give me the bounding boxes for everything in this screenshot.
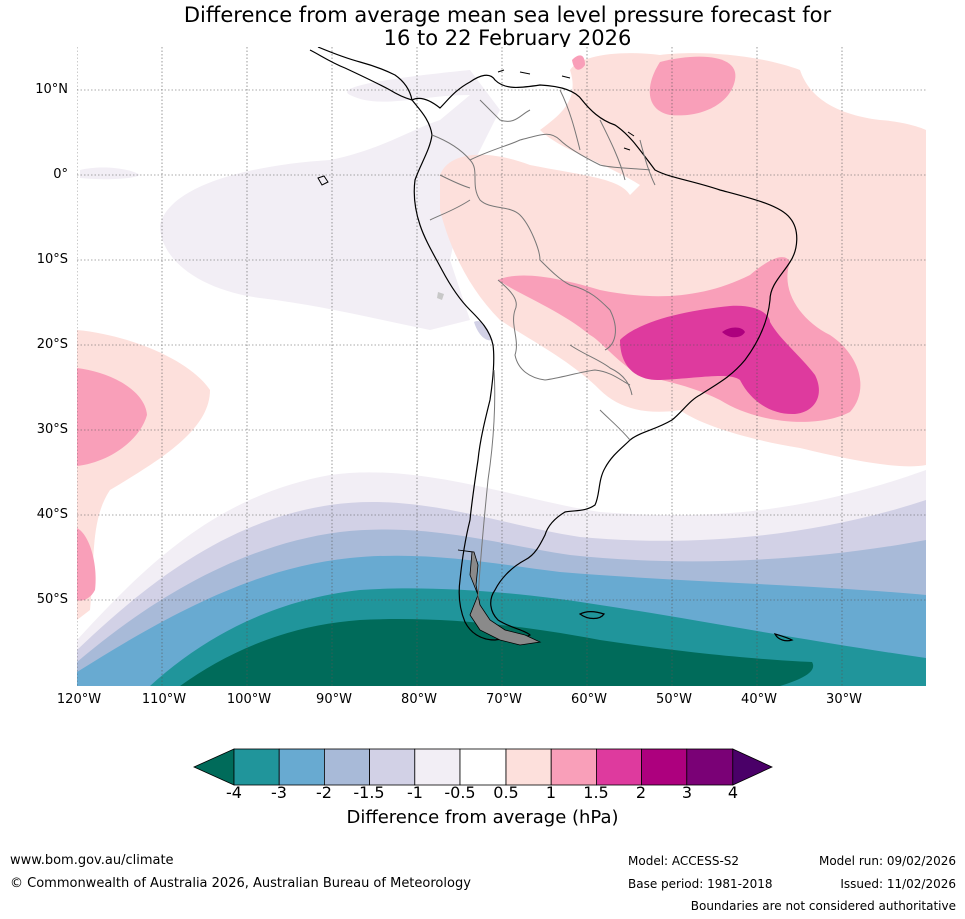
colorbar-swatch-minus1-minus0.5 [414, 748, 461, 786]
colorbar-swatch-minus4-minus3 [233, 748, 280, 786]
colorbar-swatch-minus3-minus2 [278, 748, 325, 786]
lon-label-60w: 60°W [571, 692, 607, 707]
model-run-text: Model run: 09/02/2026 [818, 854, 956, 868]
anomaly-area-pacific-minus-0.5b [80, 167, 140, 180]
caribbean-islands [497, 69, 635, 151]
colorbar-swatch-1.5-2 [596, 748, 643, 786]
anomaly-area-andes-grey [437, 292, 444, 300]
lat-label-0: 0° [53, 167, 68, 182]
country-borders [429, 89, 656, 601]
central-america-coastline [309, 47, 413, 101]
anomaly-area-plus-2 [722, 327, 745, 338]
south-georgia [773, 633, 794, 642]
colorbar-swatch-minus1.5-minus1 [369, 748, 416, 786]
disclaimer-text: Boundaries are not considered authoritat… [690, 899, 956, 913]
anomaly-area-plus-1-west [77, 368, 147, 466]
lon-label-50w: 50°W [656, 692, 692, 707]
colorbar-extend-low [193, 748, 235, 786]
colorbar-tick-1: 1 [545, 783, 557, 802]
colorbar-tick-minus3: -3 [271, 783, 287, 802]
anomaly-area-andes-minus [474, 320, 492, 341]
colorbar-tick-minus1.5: -1.5 [353, 783, 385, 802]
colorbar-swatch-1-1.5 [550, 748, 597, 786]
colorbar-swatch-minus0.5-0.5 [459, 748, 507, 786]
anomaly-area-plus-1.5 [620, 305, 819, 415]
colorbar-tick-3: 3 [681, 783, 693, 802]
colorbar-tick-minus0.5: -0.5 [444, 783, 476, 802]
colorbar-extend-high [732, 748, 773, 786]
colorbar-title: Difference from average (hPa) [346, 807, 619, 828]
lon-label-90w: 90°W [316, 692, 352, 707]
lon-label-80w: 80°W [401, 692, 437, 707]
title-line-1: Difference from average mean sea level p… [183, 3, 832, 27]
colorbar-swatch-2-3 [641, 748, 688, 786]
colorbar-swatch-3-4 [686, 748, 734, 786]
lat-label-10s: 10°S [36, 252, 68, 267]
south-america-coastline [411, 74, 798, 641]
colorbar-tick-minus1: -1 [407, 783, 423, 802]
colorbar-tick-1.5: 1.5 [583, 783, 609, 802]
lat-label-10n: 10°N [35, 82, 68, 97]
model-text: Model: ACCESS-S2 [628, 854, 740, 868]
lat-label-50s: 50°S [36, 592, 68, 607]
colorbar-tick-0.5: 0.5 [493, 783, 519, 802]
lon-label-70w: 70°W [486, 692, 522, 707]
base-period-text: Base period: 1981-2018 [628, 877, 773, 891]
lat-label-20s: 20°S [36, 337, 68, 352]
lon-label-120w: 120°W [56, 692, 102, 707]
tierra-del-fuego [457, 549, 542, 646]
map-graticule [77, 47, 926, 686]
anomaly-area-plus-1-north [649, 56, 736, 116]
lon-label-30w: 30°W [826, 692, 862, 707]
colorbar-tick-4: 4 [727, 783, 739, 802]
lon-label-100w: 100°W [226, 692, 272, 707]
anomaly-area-minus-4 [180, 619, 814, 686]
anomaly-area-plus-1-west-b [77, 528, 96, 601]
falkland-islands [578, 611, 605, 620]
colorbar-swatch-minus2-minus1.5 [323, 748, 370, 786]
lat-label-30s: 30°S [36, 422, 68, 437]
anomaly-area-plus-1-ne [572, 55, 585, 70]
lon-label-40w: 40°W [741, 692, 777, 707]
colorbar-tick-2: 2 [635, 783, 647, 802]
pressure-anomaly-map [77, 47, 926, 686]
website-link[interactable]: www.bom.gov.au/climate [10, 853, 174, 868]
lon-label-110w: 110°W [141, 692, 187, 707]
issued-text: Issued: 11/02/2026 [840, 877, 956, 891]
galapagos-islands [317, 175, 329, 186]
colorbar-swatch-0.5-1 [505, 748, 552, 786]
map-title: Difference from average mean sea level p… [0, 4, 965, 50]
title-line-2: 16 to 22 February 2026 [383, 26, 632, 50]
colorbar-tick-minus2: -2 [316, 783, 332, 802]
anomaly-area-pacific-minus-0.5 [160, 70, 500, 330]
colorbar-tick-minus4: -4 [226, 783, 242, 802]
lat-label-40s: 40°S [36, 507, 68, 522]
copyright-text: © Commonwealth of Australia 2026, Austra… [10, 876, 471, 891]
